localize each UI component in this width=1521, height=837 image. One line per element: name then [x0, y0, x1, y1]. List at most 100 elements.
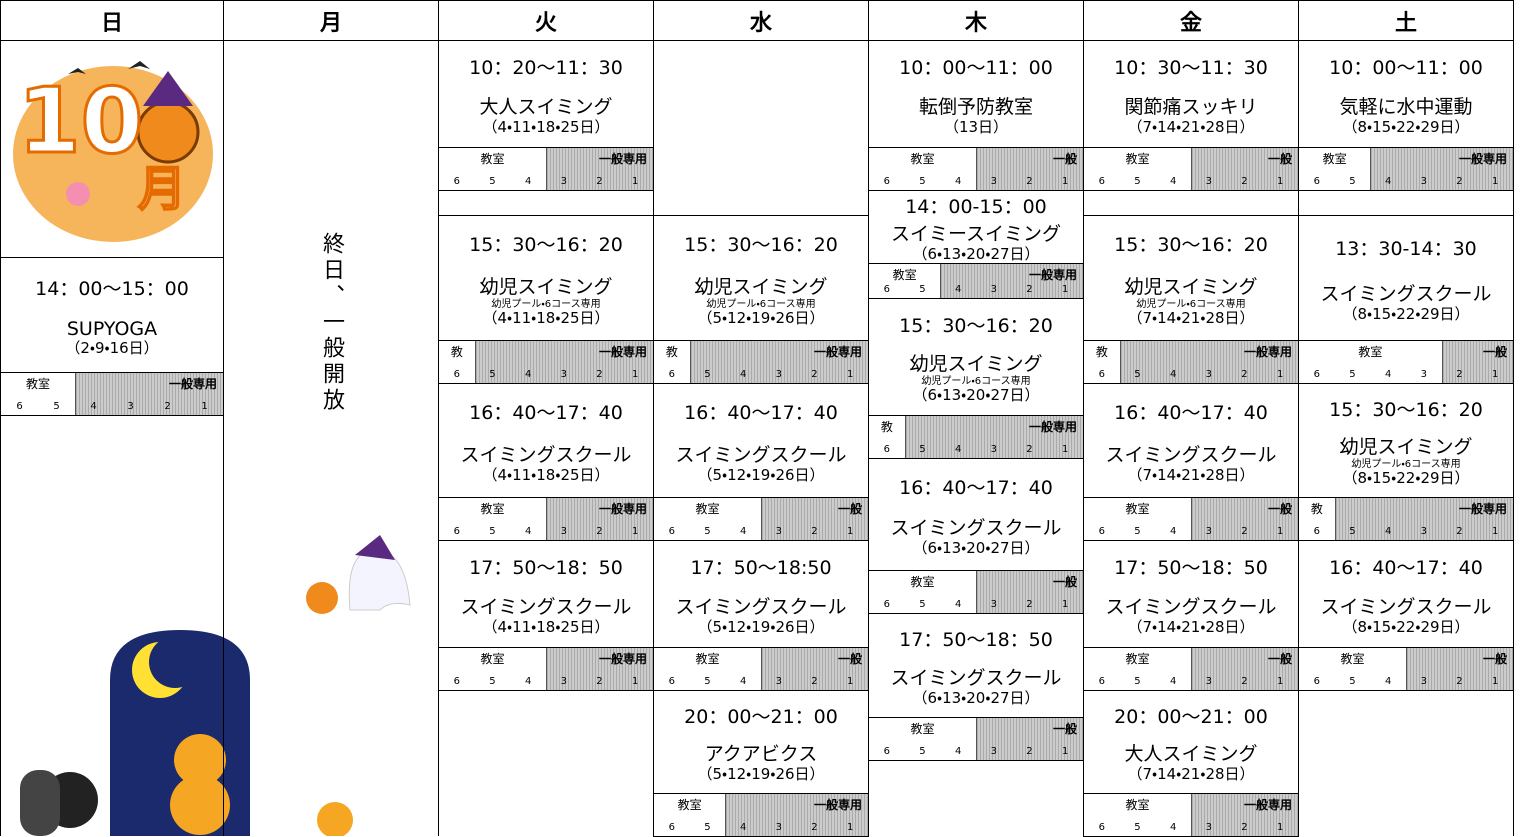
lane-number: 4 [1384, 676, 1392, 687]
lane-number: 2 [596, 369, 603, 380]
general-lanes [1406, 648, 1513, 690]
classroom-label: 教室 [1340, 652, 1365, 666]
lane-number: 4 [1169, 822, 1177, 833]
classroom-label: 教室 [480, 152, 505, 166]
lane-number: 5 [704, 526, 711, 537]
class-info: 15：30～16：20 幼児スイミング 幼児プール・6コース専用 （6・13・20・2… [869, 299, 1083, 415]
lane-bar: 教室 一般専用 6 5 4 3 2 1 [1, 372, 223, 415]
class-info: 16：40～17：40 スイミングスクール （7・14・21・28日） [1084, 384, 1298, 497]
lane-number: 1 [1491, 176, 1499, 187]
class-name: スイミングスクール [460, 596, 632, 618]
lane-number: 3 [775, 369, 783, 380]
lane-number: 4 [524, 176, 532, 187]
class-time: 15：30～16：20 [1114, 234, 1268, 257]
day-header: 月 [223, 0, 439, 41]
lane-bar: 教室 一般 6 5 4 3 2 1 [1084, 497, 1298, 540]
day-column [223, 40, 439, 836]
lane-number: 6 [668, 822, 676, 833]
class-dates: （6・13・20・27日） [912, 539, 1040, 558]
class-name: 幼児スイミング [1124, 275, 1258, 298]
general-label: 一般 [1267, 502, 1292, 516]
lane-number: 5 [919, 746, 926, 757]
lane-bar: 教 一般専用 6 5 4 3 2 1 [439, 340, 653, 383]
lane-number: 5 [1349, 176, 1356, 187]
class-block: 17：50～18：50 スイミングスクール （7・14・21・28日） 教室 一般 6 5 4… [1083, 540, 1299, 691]
class-dates: （5・12・19・26日） [697, 618, 825, 636]
lane-number: 6 [1313, 176, 1321, 187]
lane-number: 4 [739, 822, 747, 833]
lane-number: 1 [631, 526, 639, 537]
lane-number: 5 [919, 176, 926, 187]
classroom-label: 教室 [1358, 345, 1383, 359]
lane-number: 6 [883, 746, 891, 757]
lane-bar: 教室 一般 6 5 4 3 2 1 [869, 717, 1083, 760]
class-dates: （6・13・20・27日） [912, 386, 1040, 405]
class-block: 15：30～16：20 幼児スイミング 幼児プール・6コース専用 （4・11・18・2… [438, 215, 654, 384]
general-label: 一般 [1052, 152, 1077, 166]
class-time: 16：40～17：40 [1329, 557, 1483, 579]
class-name: 大人スイミング [479, 96, 613, 118]
classroom-label: 教室 [1125, 798, 1150, 812]
class-name: スイミングスクール [1320, 283, 1492, 305]
class-name-group: 幼児スイミング 幼児プール・6コース専用 （6・13・20・27日） [909, 349, 1042, 403]
class-time: 10：30～11：30 [1114, 57, 1268, 79]
general-label: 一般 [837, 652, 862, 666]
lane-number: 1 [1276, 676, 1284, 687]
class-info: 14：00～15：00 SUPYOGA （2・9・16日） [1, 258, 223, 372]
class-dates: （7・14・21・28日） [1127, 308, 1255, 327]
lane-number: 1 [846, 822, 854, 833]
lane-number: 2 [1456, 369, 1463, 380]
lane-number: 5 [489, 176, 496, 187]
class-dates: （8・15・22・29日） [1342, 618, 1470, 636]
lane-number: 2 [811, 822, 818, 833]
class-info: 15：30～16：20 幼児スイミング 幼児プール・6コース専用 （8・15・22・2… [1299, 384, 1513, 497]
lane-bar: 教室 一般 6 5 4 3 2 1 [1084, 647, 1298, 690]
lane-number: 5 [919, 284, 926, 295]
lane-number: 4 [1384, 526, 1392, 537]
general-label: 一般専用 [598, 502, 647, 516]
classroom-label: 教室 [1322, 152, 1347, 166]
class-info: 14：00-15：00 スイミースイミング （6・13・20・27日） [869, 191, 1083, 263]
class-time: 20：00～21：00 [1114, 705, 1268, 728]
class-block: 20：00～21：00 アクアビクス （5・12・19・26日） 教室 一般専用 6 5 4 3… [653, 690, 869, 837]
lane-number: 2 [164, 401, 171, 412]
lane-number: 3 [1205, 676, 1213, 687]
class-time: 15：30～16：20 [1329, 398, 1483, 421]
lane-number: 2 [1241, 526, 1248, 537]
general-label: 一般 [1482, 345, 1507, 359]
lane-number: 6 [1313, 369, 1321, 380]
class-info: 16：40～17：40 スイミングスクール （6・13・20・27日） [869, 459, 1083, 570]
lane-number: 3 [1205, 822, 1213, 833]
general-label: 一般 [837, 502, 862, 516]
lane-number: 1 [1061, 746, 1069, 757]
general-lanes [546, 648, 653, 690]
class-block: 17：50～18：50 スイミングスクール （6・13・20・27日） 教室 一般 6 5 4… [868, 613, 1084, 761]
lane-number: 6 [883, 284, 891, 295]
class-dates: （4・11・18・25日） [482, 308, 610, 327]
lane-number: 4 [954, 176, 962, 187]
class-dates: （8・15・22・29日） [1342, 469, 1470, 488]
class-name-group: スイミングスクール （7・14・21・28日） [1105, 592, 1276, 635]
lane-number: 3 [127, 401, 134, 412]
general-lanes [1191, 794, 1298, 836]
class-block: 13：30-14：30 スイミングスクール （8・15・22・29日） 教室 一般 6 5 4… [1298, 215, 1514, 384]
class-name-group: 気軽に水中運動 （8・15・22・29日） [1339, 92, 1472, 135]
general-lanes [761, 498, 868, 540]
lane-number: 2 [1456, 676, 1463, 687]
class-block: 15：30～16：20 幼児スイミング 幼児プール・6コース専用 （5・12・19・2… [653, 215, 869, 384]
lane-number: 1 [1061, 599, 1069, 610]
class-time: 16：40～17：40 [899, 476, 1053, 499]
lane-number: 4 [1169, 176, 1177, 187]
classroom-label: 教室 [1125, 152, 1150, 166]
general-lanes [1370, 148, 1513, 190]
general-label: 一般専用 [168, 377, 217, 391]
class-note: 幼児プール・6コース専用 [1351, 459, 1461, 471]
general-label: 一般 [1267, 152, 1292, 166]
class-name: スイミースイミング [890, 223, 1062, 246]
lane-number: 6 [1313, 526, 1321, 537]
class-time: 16：40～17：40 [684, 402, 838, 425]
lane-bar: 教 一般専用 6 5 4 3 2 1 [654, 340, 868, 383]
general-label: 一般専用 [1458, 502, 1507, 516]
class-name-group: 幼児スイミング 幼児プール・6コース専用 （7・14・21・28日） [1124, 272, 1257, 326]
lane-bar: 教室 一般 6 5 4 3 2 1 [869, 570, 1083, 613]
